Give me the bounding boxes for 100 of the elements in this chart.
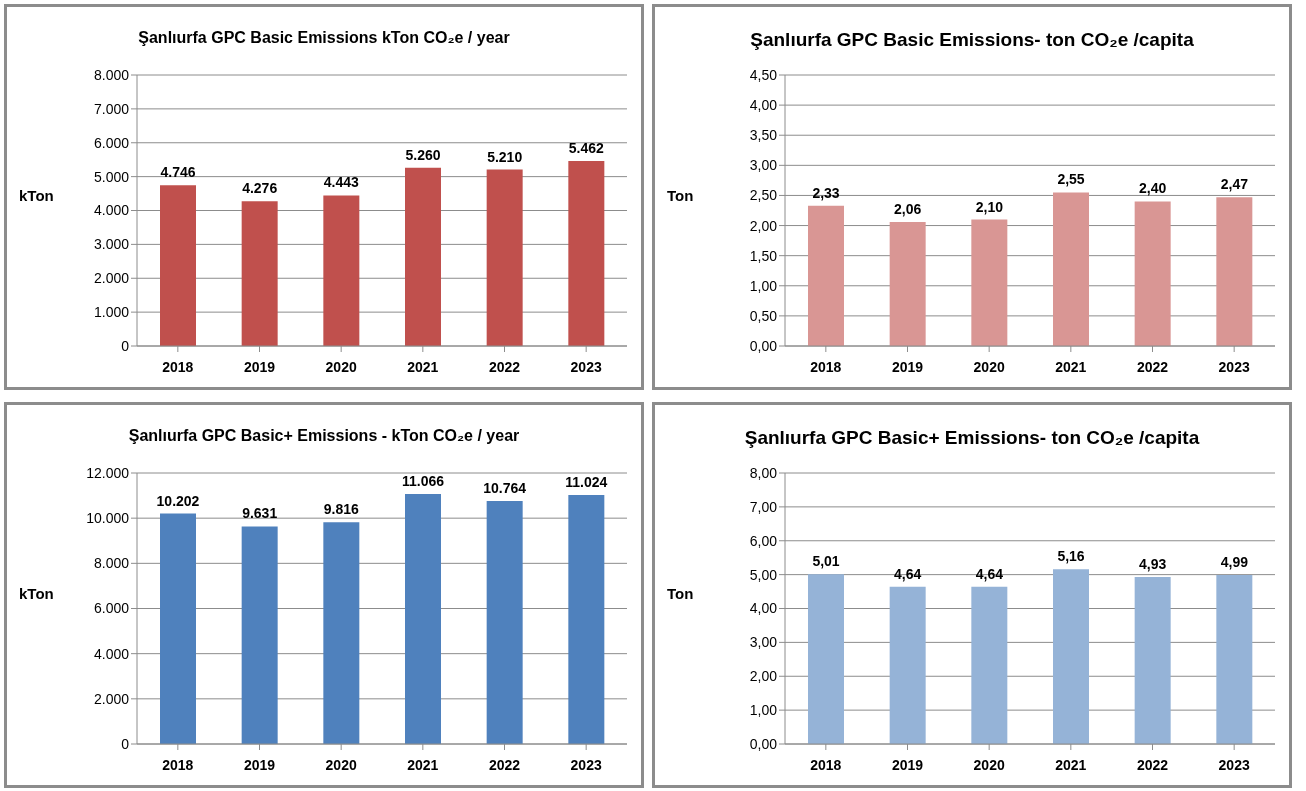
data-label: 10.764: [483, 479, 527, 496]
x-tick-label: 2022: [1136, 358, 1169, 375]
x-tick-label: 2023: [570, 756, 602, 773]
y-tick-label: 6.000: [93, 600, 130, 617]
bar: [971, 219, 1008, 346]
x-tick-label: 2021: [1055, 358, 1087, 375]
y-tick-label: 2,00: [749, 217, 778, 234]
chart-title: Şanlıurfa GPC Basic Emissions- ton CO₂e /capita: [749, 29, 1195, 52]
y-axis-title: kTon: [19, 187, 54, 204]
data-label: 9.816: [323, 501, 360, 518]
y-tick-label: 0,50: [749, 307, 778, 324]
data-label: 4.276: [242, 180, 278, 197]
y-tick-label: 0: [121, 735, 130, 752]
y-tick-label: 5,00: [749, 566, 778, 583]
x-tick-label: 2019: [243, 358, 276, 375]
chart-title: Şanlıurfa GPC Basic+ Emissions- ton CO₂e /capita: [743, 427, 1201, 450]
y-tick-label: 1,00: [749, 277, 778, 294]
data-label: 4,99: [1220, 553, 1249, 570]
x-tick-label: 2020: [973, 358, 1005, 375]
y-tick-label: 10.000: [86, 510, 130, 527]
y-tick-label: 3,00: [749, 157, 778, 174]
data-label: 4.746: [160, 164, 196, 181]
y-tick-label: 8,00: [749, 464, 778, 481]
y-tick-label: 3,00: [749, 634, 778, 651]
x-tick-label: 2023: [570, 358, 602, 375]
bar: [1134, 201, 1171, 346]
bar: [1053, 192, 1089, 346]
x-tick-label: 2021: [1055, 756, 1087, 773]
data-label: 2,06: [894, 200, 922, 217]
data-label: 5.260: [405, 146, 441, 163]
y-tick-label: 4,50: [749, 66, 778, 83]
x-tick-label: 2019: [243, 756, 276, 773]
x-tick-label: 2020: [325, 358, 357, 375]
data-label: 4,93: [1139, 556, 1167, 572]
data-label: 4,64: [975, 565, 1004, 582]
y-tick-label: 4,00: [749, 97, 778, 114]
y-tick-label: 0,00: [749, 735, 778, 752]
bar: [486, 500, 523, 744]
data-label: 9.631: [242, 505, 278, 522]
chart-title: Şanlıurfa GPC Basic+ Emissions - kTon CO₂e / year: [127, 427, 521, 446]
bar: [323, 522, 360, 744]
x-tick-label: 2019: [891, 358, 924, 375]
y-tick-label: 12.000: [86, 464, 130, 481]
y-tick-label: 1.000: [93, 304, 130, 321]
x-tick-label: 2022: [1136, 756, 1169, 773]
data-label: 2,55: [1057, 171, 1085, 188]
y-tick-label: 6.000: [93, 134, 130, 151]
data-label: 2,47: [1220, 176, 1249, 193]
y-tick-label: 1,50: [749, 247, 778, 264]
y-tick-label: 4,00: [749, 600, 778, 617]
data-label: 10.202: [156, 492, 200, 509]
bar: [568, 495, 605, 744]
bar: [889, 221, 926, 346]
x-tick-label: 2021: [407, 358, 439, 375]
y-tick-label: 3,50: [749, 127, 778, 144]
x-tick-label: 2018: [162, 358, 194, 375]
x-tick-label: 2020: [973, 756, 1005, 773]
bar: [241, 526, 278, 744]
x-tick-label: 2023: [1218, 756, 1250, 773]
x-tick-label: 2021: [407, 756, 439, 773]
y-tick-label: 2.000: [93, 270, 130, 287]
bar: [405, 494, 441, 744]
y-tick-label: 0: [121, 337, 130, 354]
x-tick-label: 2022: [488, 358, 521, 375]
y-tick-label: 4.000: [93, 645, 130, 662]
y-tick-label: 8.000: [93, 555, 130, 572]
y-tick-label: 1,00: [749, 702, 778, 719]
y-tick-label: 2.000: [93, 690, 130, 707]
data-label: 11.066: [401, 473, 445, 490]
bar: [808, 205, 844, 346]
bar: [160, 513, 196, 744]
data-label: 5,01: [812, 553, 840, 570]
x-tick-label: 2018: [162, 756, 194, 773]
x-tick-label: 2022: [488, 756, 521, 773]
y-axis-title: kTon: [19, 585, 54, 602]
y-tick-label: 4.000: [93, 202, 130, 219]
y-tick-label: 3.000: [93, 236, 130, 253]
x-tick-label: 2018: [810, 756, 842, 773]
y-tick-label: 7.000: [93, 100, 130, 117]
y-tick-label: 2,50: [749, 187, 778, 204]
y-tick-label: 5.000: [93, 168, 130, 185]
y-tick-label: 6,00: [749, 532, 778, 549]
data-label: 5,16: [1057, 548, 1085, 565]
x-tick-label: 2019: [891, 756, 924, 773]
bar: [1216, 197, 1253, 346]
data-label: 11.024: [565, 474, 608, 491]
data-label: 2,33: [812, 184, 840, 201]
data-label: 2,40: [1139, 180, 1167, 197]
data-label: 4,64: [894, 565, 922, 582]
y-tick-label: 8.000: [93, 66, 130, 83]
x-tick-label: 2023: [1218, 358, 1250, 375]
y-axis-title: Ton: [667, 585, 694, 602]
data-label: 2,10: [975, 198, 1004, 215]
y-tick-label: 2,00: [749, 668, 778, 685]
x-tick-label: 2018: [810, 358, 842, 375]
y-tick-label: 7,00: [749, 498, 778, 515]
data-label: 4.443: [323, 174, 360, 191]
x-tick-label: 2020: [325, 756, 357, 773]
y-axis-title: Ton: [667, 187, 694, 204]
chart-title: Şanlıurfa GPC Basic Emissions kTon CO₂e / year: [137, 29, 511, 48]
